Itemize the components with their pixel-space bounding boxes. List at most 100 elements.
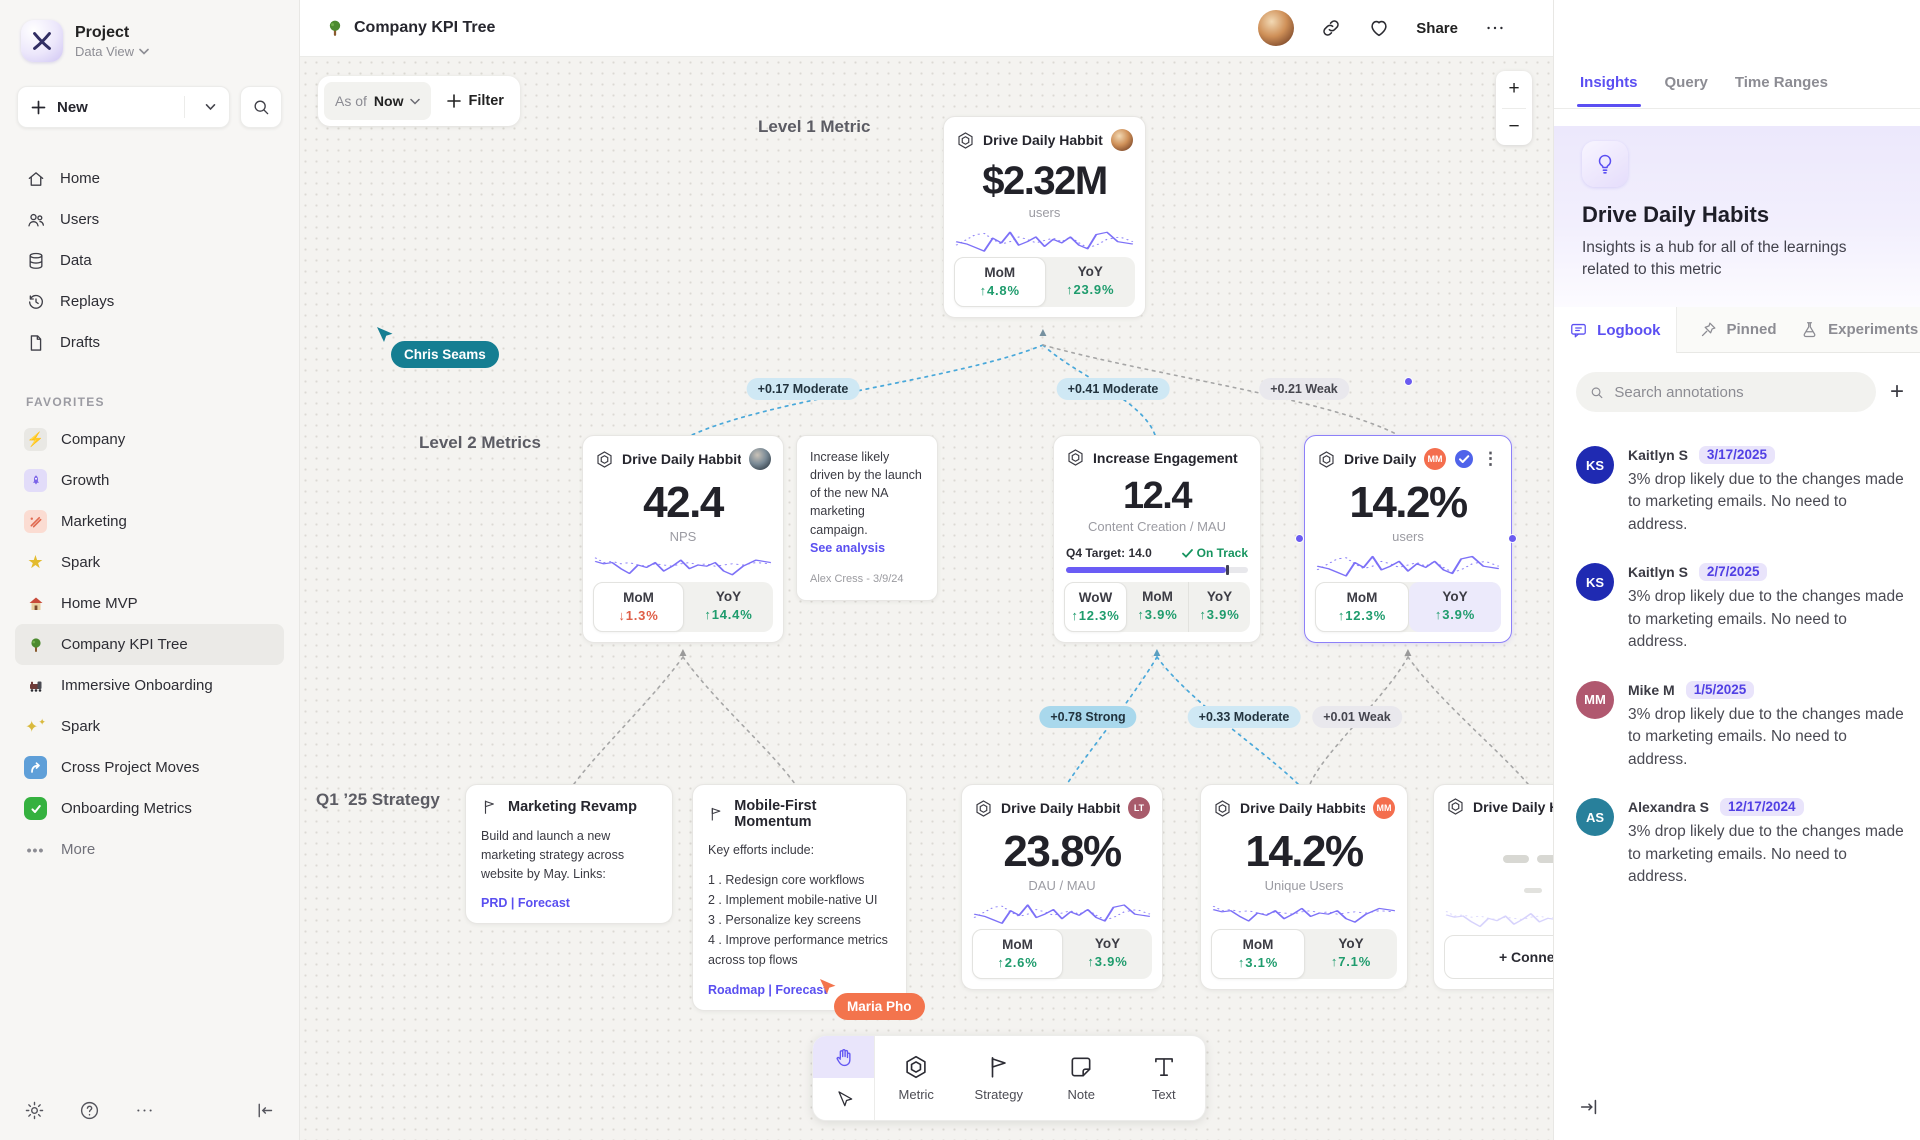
strategy-card-marketing-revamp[interactable]: Marketing Revamp Build and launch a new … <box>465 784 673 925</box>
card-title: Increase Engagement <box>1093 449 1238 466</box>
mom-toggle[interactable]: MoM ↓1.3% <box>593 582 684 632</box>
sidebar-item-spark-2[interactable]: ✦✦ Spark <box>15 706 284 747</box>
subtab-experiments[interactable]: Experiments <box>1798 307 1920 353</box>
collapse-sidebar-icon[interactable] <box>254 1100 275 1121</box>
metric-card-nps[interactable]: Drive Daily Habbits 42.4 NPS MoM ↓1.3% Y… <box>582 435 784 643</box>
project-switcher[interactable]: Project Data View <box>21 20 278 62</box>
sidebar-item-cross-project-moves[interactable]: Cross Project Moves <box>15 747 284 788</box>
lightbulb-icon <box>1598 154 1612 174</box>
share-button[interactable]: Share <box>1416 19 1458 37</box>
mom-toggle[interactable]: MoM ↑3.9% <box>1137 589 1178 622</box>
level1-section-label: Level 1 Metric <box>758 117 871 136</box>
strategy-item: Personalize key screens <box>725 912 861 927</box>
sidebar-item-spark[interactable]: ★ Spark <box>15 542 284 583</box>
sidebar-item-home-mvp[interactable]: Home MVP <box>15 583 284 624</box>
help-icon[interactable] <box>79 1100 100 1121</box>
yoy-toggle[interactable]: YoY ↑23.9% <box>1066 264 1115 297</box>
cursor-name-label: Maria Pho <box>834 993 925 1020</box>
mom-toggle[interactable]: MoM ↑12.3% <box>1315 582 1409 632</box>
sidebar-item-replays[interactable]: Replays <box>17 281 282 322</box>
metric-card-level1[interactable]: Drive Daily Habbits $2.32M users MoM ↑4.… <box>943 116 1146 318</box>
sidebar-item-growth[interactable]: Growth <box>15 460 284 501</box>
sidebar-item-company-kpi-tree[interactable]: Company KPI Tree <box>15 624 284 665</box>
strategy-card-mobile-first[interactable]: Mobile-First Momentum Key efforts includ… <box>692 784 907 1011</box>
annotation-entry[interactable]: AS Alexandra S 12/17/2024 3% drop likely… <box>1576 798 1905 888</box>
yoy-toggle[interactable]: YoY ↑14.4% <box>704 589 753 622</box>
yoy-toggle[interactable]: YoY ↑3.9% <box>1409 582 1501 632</box>
metric-value: 14.2% <box>1349 478 1468 527</box>
more-menu-icon[interactable] <box>1484 17 1506 39</box>
project-view-selector[interactable]: Data View <box>75 44 149 59</box>
sidebar-item-company[interactable]: ⚡ Company <box>15 419 284 460</box>
text-tool-button[interactable]: Text <box>1123 1036 1206 1120</box>
sidebar-item-more[interactable]: ••• More <box>15 829 284 870</box>
metric-card-selected[interactable]: Drive Daily Habb.. MM ⋮ 14.2% users MoM … <box>1304 435 1512 643</box>
sidebar-item-onboarding-metrics[interactable]: Onboarding Metrics <box>15 788 284 829</box>
add-annotation-button[interactable]: + <box>1889 378 1904 405</box>
zoom-out-button[interactable]: − <box>1508 115 1520 137</box>
gear-icon[interactable] <box>24 1100 45 1121</box>
sidebar-item-immersive-onboarding[interactable]: Immersive Onboarding <box>15 665 284 706</box>
add-filter-button[interactable]: Filter <box>439 93 511 109</box>
lightning-icon: ⚡ <box>24 428 47 451</box>
sparkles-icon: ✦✦ <box>25 716 46 736</box>
card-title: Drive Daily Habbits <box>1001 800 1120 816</box>
train-icon <box>24 674 47 697</box>
tab-time-ranges[interactable]: Time Ranges <box>1734 74 1828 91</box>
new-button[interactable]: New <box>17 86 230 128</box>
connect-button[interactable]: + Connect <box>1444 934 1553 979</box>
sidebar-item-users[interactable]: Users <box>17 199 282 240</box>
metric-card-engagement[interactable]: Increase Engagement 12.4 Content Creatio… <box>1053 435 1261 643</box>
annotation-entry[interactable]: KS Kaitlyn S 2/7/2025 3% drop likely due… <box>1576 563 1905 653</box>
as-of-selector[interactable]: As of Now <box>324 82 432 120</box>
avatar: AS <box>1576 798 1614 837</box>
selection-handle[interactable] <box>1295 534 1304 543</box>
mom-toggle[interactable]: MoM ↑4.8% <box>954 257 1046 307</box>
metric-card-dau-mau[interactable]: Drive Daily Habbits LT 23.8% DAU / MAU M… <box>961 784 1163 990</box>
strategy-tool-button[interactable]: Strategy <box>958 1036 1041 1120</box>
subtab-logbook[interactable]: Logbook <box>1554 307 1677 353</box>
note-tool-button[interactable]: Note <box>1040 1036 1123 1120</box>
zoom-in-button[interactable]: + <box>1508 78 1520 100</box>
tab-query[interactable]: Query <box>1664 74 1708 91</box>
yoy-toggle[interactable]: YoY ↑7.1% <box>1330 936 1372 969</box>
yoy-toggle[interactable]: YoY ↑3.9% <box>1087 936 1128 969</box>
sidebar-item-drafts[interactable]: Drafts <box>17 322 282 363</box>
hand-tool-button[interactable] <box>813 1036 874 1078</box>
favorites-header: FAVORITES <box>26 395 105 409</box>
subtab-pinned[interactable]: Pinned <box>1676 307 1799 353</box>
metric-card-partial[interactable]: Drive Daily Habbits + Connect <box>1433 784 1553 990</box>
wow-toggle[interactable]: WoW ↑12.3% <box>1064 582 1127 632</box>
metric-card-unique-users[interactable]: Drive Daily Habbits MM 14.2% Unique User… <box>1200 784 1408 990</box>
sidebar-search-button[interactable] <box>240 86 282 128</box>
card-menu-icon[interactable]: ⋮ <box>1482 449 1499 468</box>
copy-link-icon[interactable] <box>1320 17 1342 39</box>
sidebar-item-data[interactable]: Data <box>17 240 282 281</box>
strategy-links[interactable]: PRD | Forecast <box>481 896 570 911</box>
chevron-down-icon[interactable] <box>205 103 216 111</box>
mom-toggle[interactable]: MoM ↑3.1% <box>1211 929 1305 979</box>
collapse-panel-button[interactable] <box>1578 1096 1600 1118</box>
favorite-heart-icon[interactable] <box>1368 17 1390 39</box>
yoy-toggle[interactable]: YoY ↑3.9% <box>1188 582 1250 632</box>
annotation-search-field[interactable] <box>1576 372 1876 412</box>
search-annotations-input[interactable] <box>1614 383 1863 401</box>
mom-toggle[interactable]: MoM ↑2.6% <box>972 929 1063 979</box>
sidebar-item-marketing[interactable]: Marketing <box>15 501 284 542</box>
kpi-tree-canvas[interactable]: ▲ ▲ ▲ ▲ As of Now Filter + − Level 1 Met… <box>300 57 1553 1140</box>
sidebar-item-home[interactable]: Home <box>17 158 282 199</box>
star-icon: ★ <box>27 552 44 572</box>
select-tool-button[interactable] <box>813 1078 874 1120</box>
user-avatar[interactable] <box>1258 10 1295 46</box>
see-analysis-link[interactable]: See analysis <box>810 540 886 555</box>
strategy-links[interactable]: Roadmap | Forecast <box>708 982 828 997</box>
more-dots-icon[interactable] <box>134 1100 155 1121</box>
metric-tool-button[interactable]: Metric <box>875 1036 958 1120</box>
tab-insights[interactable]: Insights <box>1577 74 1641 107</box>
selection-handle[interactable] <box>1404 377 1413 386</box>
annotation-entry[interactable]: KS Kaitlyn S 3/17/2025 3% drop likely du… <box>1576 446 1905 536</box>
annotation-entry[interactable]: MM Mike M 1/5/2025 3% drop likely due to… <box>1576 680 1905 771</box>
verified-check-icon <box>1455 450 1473 468</box>
annotation-note-card[interactable]: Increase likely driven by the launch of … <box>796 435 938 601</box>
selection-handle[interactable] <box>1508 534 1517 543</box>
